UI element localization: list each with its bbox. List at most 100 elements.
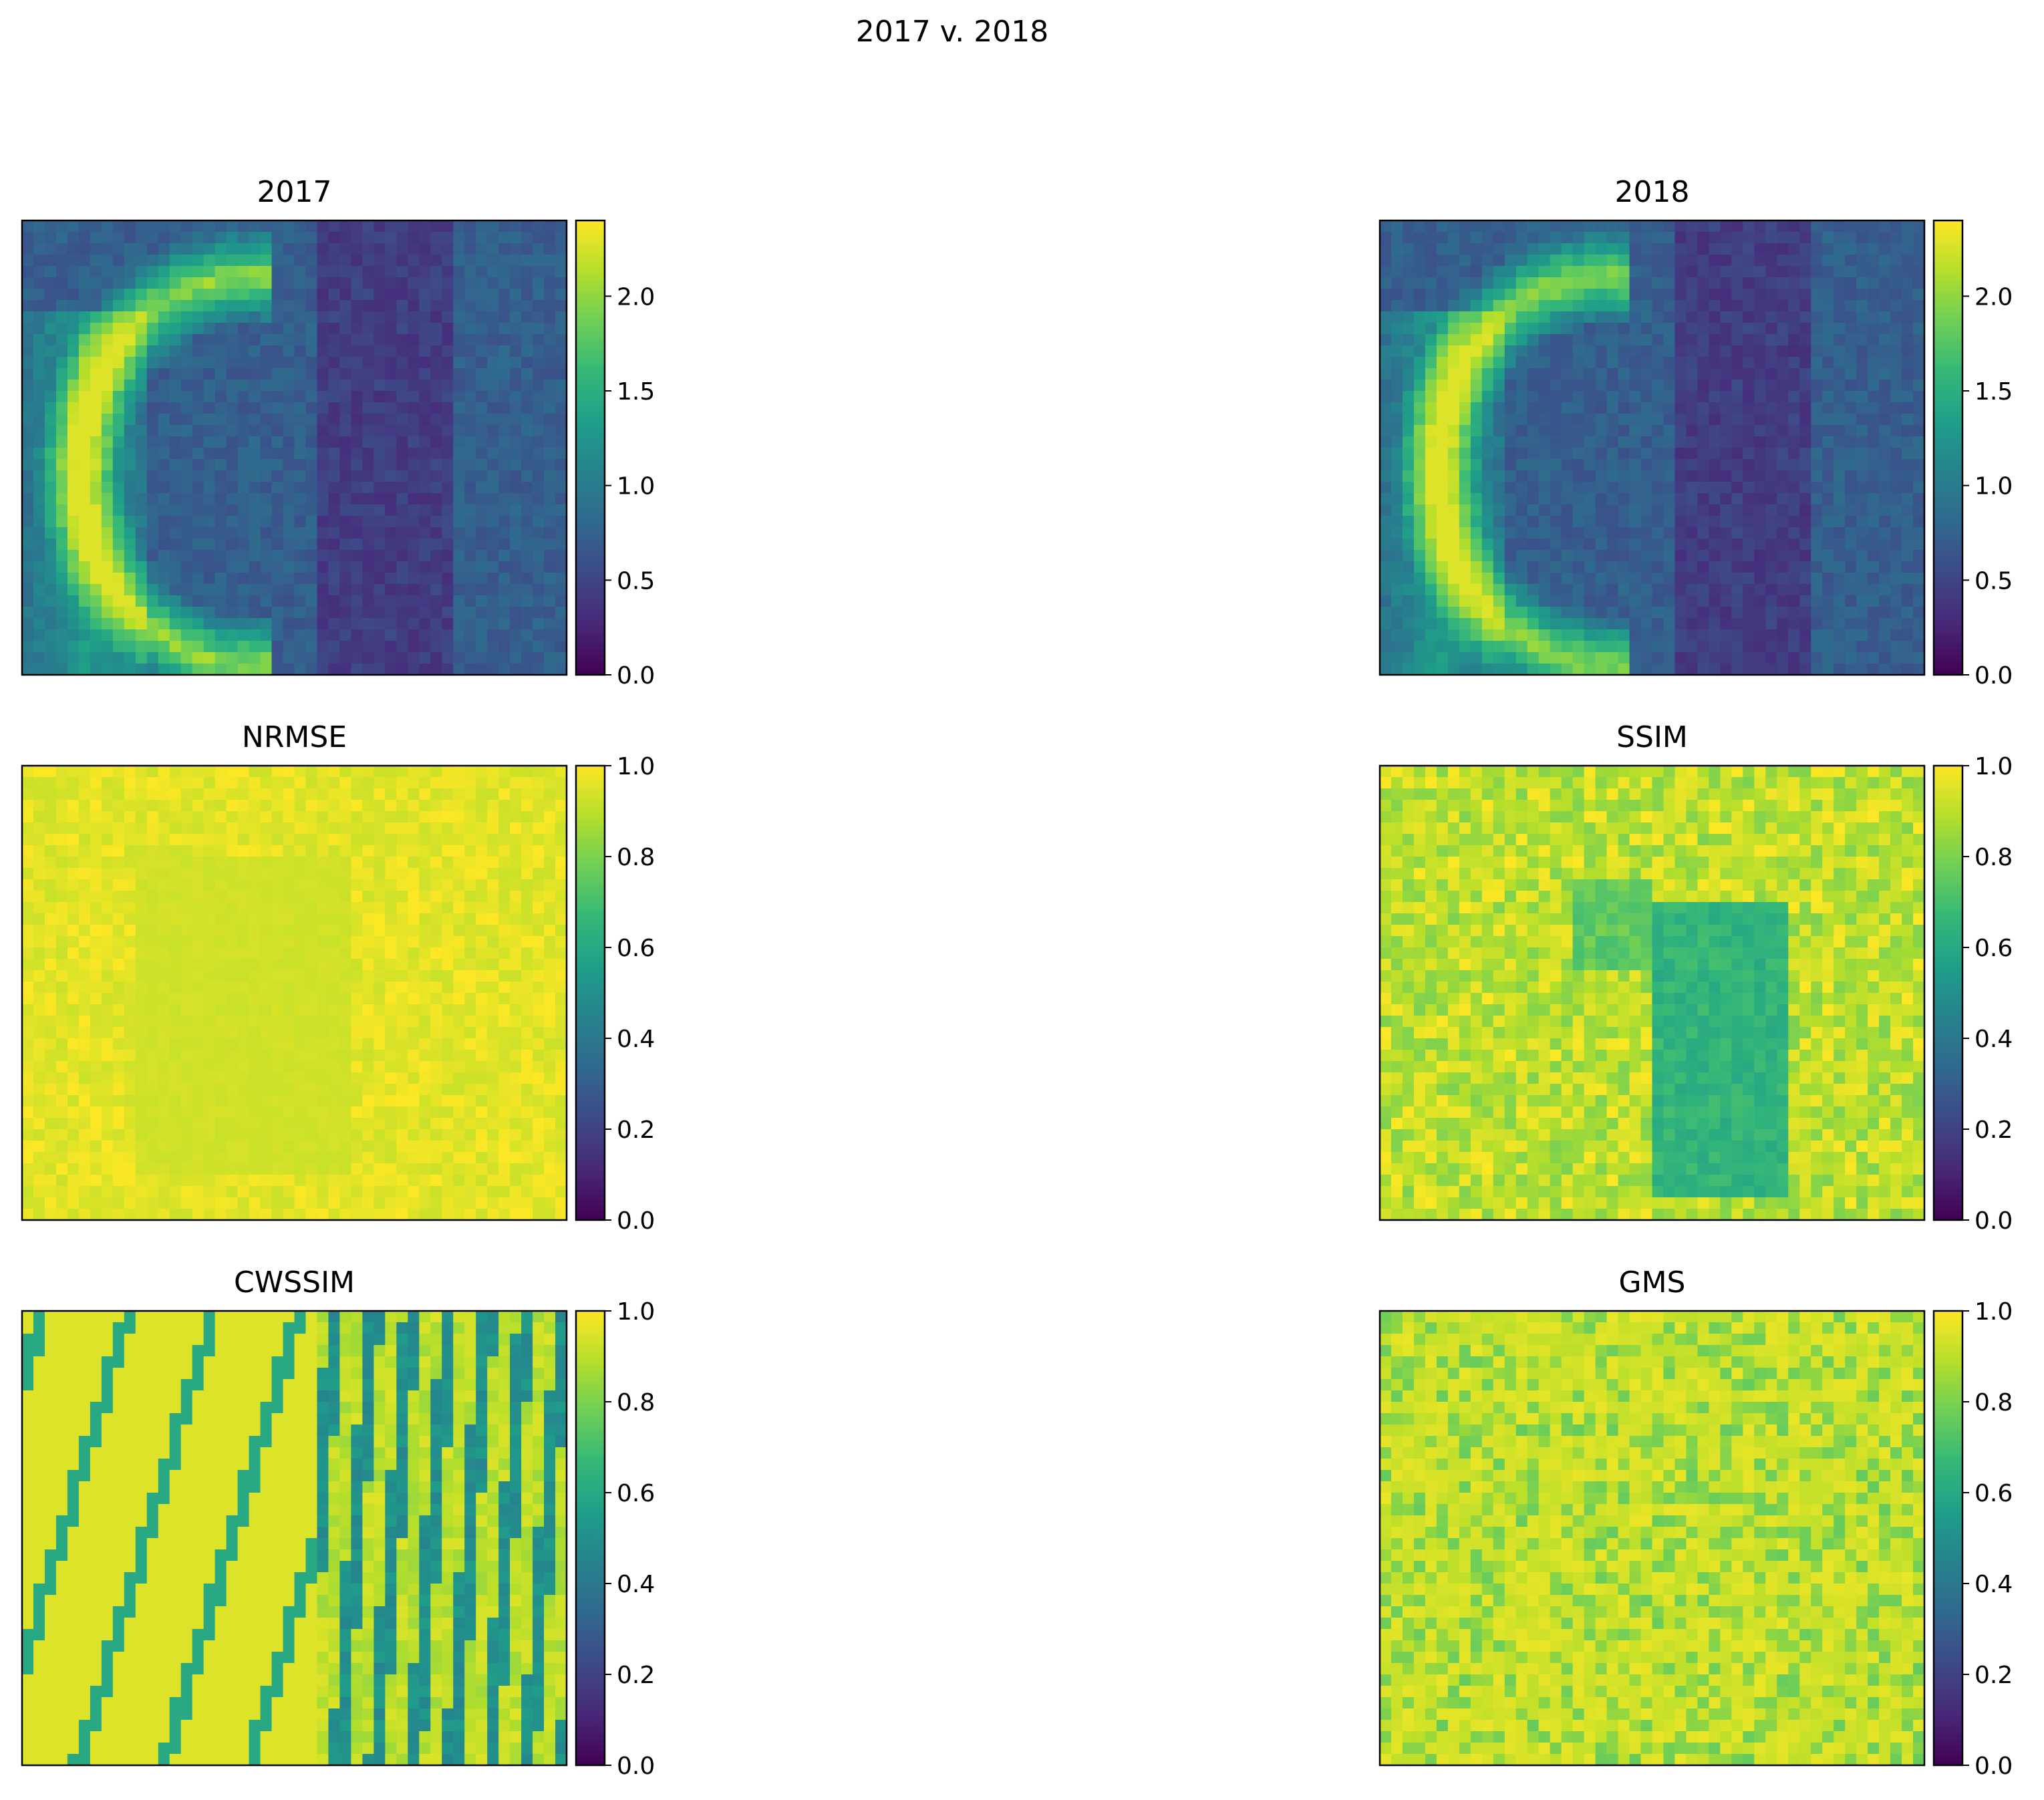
heatmap-cell <box>1879 289 1891 301</box>
heatmap-cell <box>90 766 102 778</box>
heatmap-cell <box>192 663 204 676</box>
heatmap-cell <box>476 380 488 392</box>
heatmap-cell <box>1402 448 1415 460</box>
heatmap-cell <box>124 857 136 869</box>
heatmap-cell <box>464 232 476 244</box>
heatmap-cell <box>124 891 136 903</box>
heatmap-cell <box>135 300 148 312</box>
heatmap-cell <box>1561 243 1574 255</box>
heatmap-cell <box>1391 266 1403 278</box>
heatmap-cell <box>1595 300 1608 312</box>
heatmap-cell <box>362 334 374 346</box>
heatmap-cell <box>328 539 341 551</box>
heatmap-cell <box>22 573 34 585</box>
heatmap-cell <box>1913 539 1925 551</box>
heatmap-cell <box>1720 550 1732 562</box>
heatmap-cell <box>1845 641 1857 653</box>
heatmap-cell <box>305 959 318 971</box>
heatmap-cell <box>1470 220 1483 233</box>
heatmap-cell <box>271 947 284 959</box>
heatmap-cell <box>203 436 216 448</box>
heatmap-cell <box>271 982 284 994</box>
heatmap-cell <box>1572 516 1585 528</box>
heatmap-cell <box>305 232 318 244</box>
heatmap-cell <box>1459 482 1471 494</box>
heatmap-cell <box>442 822 454 835</box>
heatmap-cell <box>328 902 341 914</box>
heatmap-cell <box>1391 391 1403 403</box>
heatmap-cell <box>101 607 114 619</box>
heatmap-cell <box>237 334 250 346</box>
heatmap-cell <box>249 970 261 982</box>
heatmap-cell <box>1788 380 1800 392</box>
heatmap-cell <box>271 925 284 937</box>
heatmap-cell <box>1913 470 1925 482</box>
heatmap-cell <box>498 220 510 233</box>
heatmap-cell <box>1493 277 1505 289</box>
heatmap-cell <box>544 811 556 823</box>
heatmap-cell <box>249 925 261 937</box>
heatmap-cell <box>419 618 431 630</box>
heatmap-cell <box>1754 255 1766 267</box>
heatmap-cell <box>1663 232 1676 244</box>
heatmap-cell <box>1879 504 1891 516</box>
heatmap-cell <box>533 380 545 392</box>
heatmap-cell <box>237 652 250 664</box>
heatmap-cell <box>1425 300 1437 312</box>
heatmap-cell <box>464 220 476 233</box>
heatmap-cell <box>374 277 386 289</box>
heatmap-cell <box>305 947 318 959</box>
heatmap-cell <box>1834 573 1846 585</box>
heatmap-cell <box>124 902 136 914</box>
heatmap-cell <box>1709 470 1721 482</box>
heatmap-cell <box>78 402 91 414</box>
heatmap-cell <box>1674 595 1687 607</box>
heatmap-cell <box>1743 334 1755 346</box>
heatmap-cell <box>1425 323 1437 335</box>
heatmap-cell <box>1856 607 1868 619</box>
heatmap-cell <box>1709 232 1721 244</box>
heatmap-cell <box>1515 345 1528 357</box>
heatmap-cell <box>90 561 102 573</box>
heatmap-cell <box>385 482 397 494</box>
heatmap-cell <box>1515 402 1528 414</box>
heatmap-cell <box>294 652 307 664</box>
heatmap-cell <box>430 982 442 994</box>
heatmap-cell <box>1709 243 1721 255</box>
heatmap-cell <box>260 845 273 857</box>
heatmap-cell <box>1504 482 1517 494</box>
heatmap-cell <box>555 414 567 426</box>
heatmap-cell <box>1845 289 1857 301</box>
heatmap-cell <box>1606 220 1619 233</box>
heatmap-cell <box>1788 504 1800 516</box>
heatmap-cell <box>362 959 374 971</box>
heatmap-cell <box>498 936 510 948</box>
heatmap-cell <box>328 436 341 448</box>
heatmap-cell <box>271 516 284 528</box>
heatmap-cell <box>1822 289 1834 301</box>
heatmap-cell <box>1663 663 1676 676</box>
heatmap-cell <box>442 766 454 778</box>
heatmap-cell <box>1402 323 1415 335</box>
heatmap-cell <box>1686 663 1699 676</box>
heatmap-cell <box>1868 618 1880 630</box>
heatmap-cell <box>237 618 250 630</box>
heatmap-cell <box>1640 277 1653 289</box>
heatmap-cell <box>1822 311 1834 323</box>
heatmap-cell <box>453 652 465 664</box>
heatmap-cell <box>55 936 68 948</box>
heatmap-cell <box>533 289 545 301</box>
heatmap-cell <box>192 220 204 233</box>
heatmap-cell <box>1425 550 1437 562</box>
heatmap-cell <box>180 788 193 800</box>
heatmap-cell <box>1743 539 1755 551</box>
heatmap-cell <box>317 595 329 607</box>
heatmap-cell <box>317 334 329 346</box>
heatmap-cell <box>237 879 250 891</box>
heatmap-cell <box>271 618 284 630</box>
heatmap-cell <box>339 380 351 392</box>
heatmap-cell <box>510 243 522 255</box>
heatmap-cell <box>328 232 341 244</box>
heatmap-cell <box>1799 220 1811 233</box>
heatmap-cell <box>1640 459 1653 471</box>
